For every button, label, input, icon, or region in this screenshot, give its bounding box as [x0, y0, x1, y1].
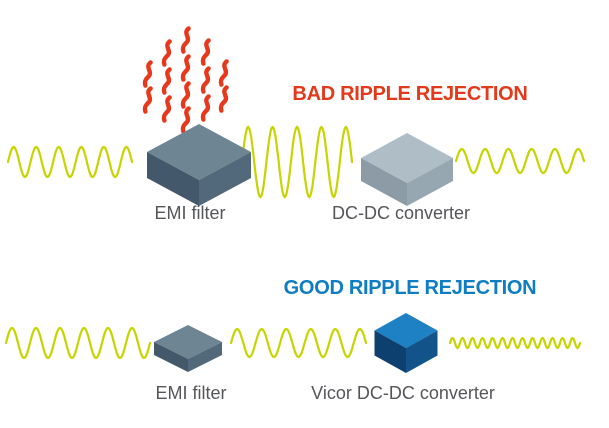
emi-filter-cube-bad-right-face [199, 152, 251, 206]
good-ripple-heading: GOOD RIPPLE REJECTION [283, 277, 537, 299]
bad-ripple-heading: BAD RIPPLE REJECTION [292, 83, 528, 105]
vicor-dcdc-converter-label-good: Vicor DC-DC converter [311, 383, 495, 403]
emi-filter-cube-bad-left-face [147, 152, 199, 206]
dcdc-converter-cube-bad [361, 133, 453, 206]
bad-input-ripple-wave [6, 145, 134, 179]
flame-icon [161, 95, 172, 123]
good-output-clean-wave [448, 336, 582, 350]
dcdc-converter-label-bad: DC-DC converter [331, 203, 471, 223]
flame-icon [142, 60, 153, 88]
flame-icon [142, 86, 153, 114]
vicor-converter-cube-good [374, 313, 438, 373]
emi-filter-cube-good-right-face [188, 342, 222, 372]
flame-icon [180, 26, 191, 54]
flame-icon [180, 81, 191, 109]
heat-flames-icon [142, 26, 229, 134]
flame-icon [180, 54, 191, 82]
flame-icon [218, 59, 229, 87]
dcdc-converter-cube-bad-right-face [407, 158, 453, 206]
flame-icon [161, 39, 172, 67]
emi-filter-cube-good [154, 325, 222, 372]
emi-filter-cube-good-left-face [154, 342, 188, 372]
good-filtered-ripple-wave [229, 327, 368, 359]
flame-icon [161, 67, 172, 95]
good-input-ripple-wave [4, 326, 152, 360]
emi-filter-cube-bad [147, 124, 251, 206]
emi-filter-label-good: EMI filter [155, 383, 227, 403]
flame-icon [180, 106, 191, 134]
flame-icon [200, 66, 211, 94]
emi-filter-label-bad: EMI filter [154, 203, 226, 223]
vicor-converter-cube-good-left-face [374, 330, 406, 373]
flame-icon [218, 85, 229, 113]
vicor-converter-cube-good-right-face [406, 330, 438, 373]
bad-filtered-large-ripple-wave [240, 125, 354, 199]
dcdc-converter-cube-bad-left-face [361, 158, 407, 206]
bad-output-ripple-wave [454, 147, 586, 175]
flame-icon [200, 38, 211, 66]
flame-icon [200, 94, 211, 122]
